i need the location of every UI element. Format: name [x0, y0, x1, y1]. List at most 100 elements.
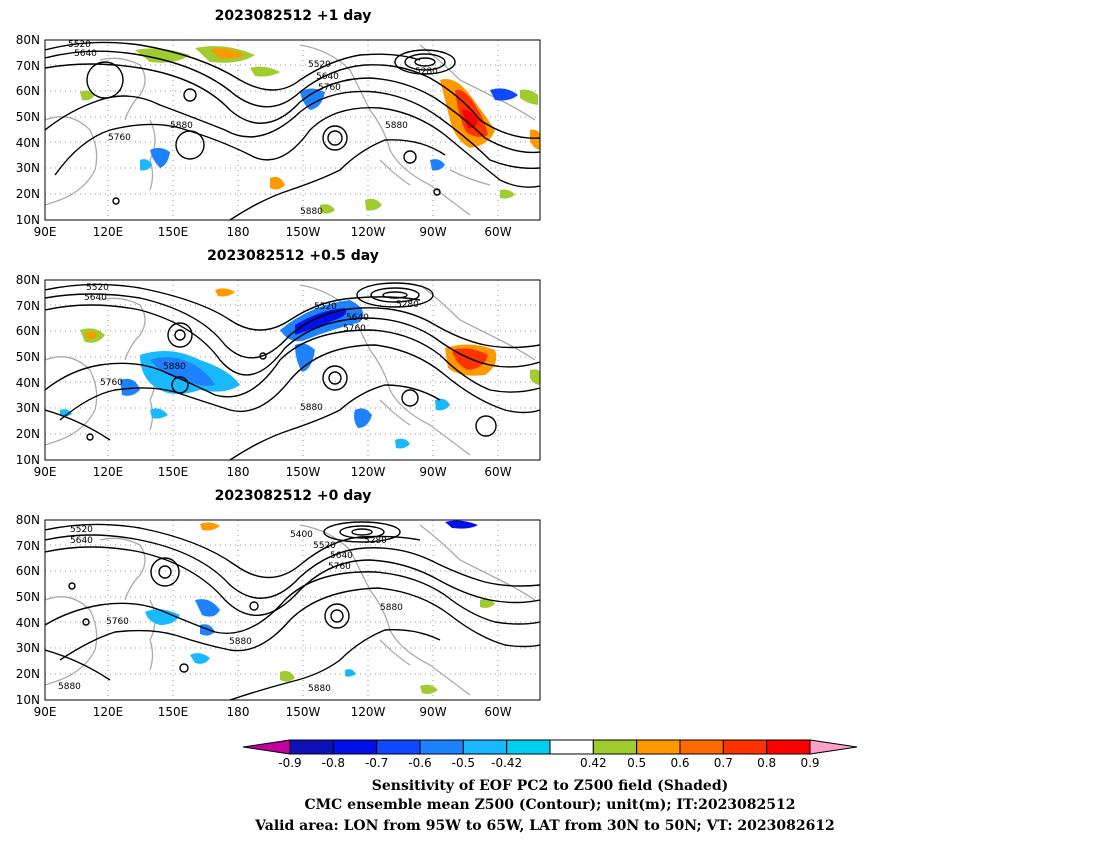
- colorbar-box: [419, 739, 464, 755]
- colorbar-right-triangle: [809, 739, 858, 755]
- contour-label: 5760: [318, 83, 341, 93]
- panel-title: 2023082512 +1 day: [215, 8, 372, 24]
- colorbar-tick-label: 0.5: [627, 756, 646, 770]
- contour-label: 5280: [415, 67, 438, 77]
- colorbar-tick-label: 0.9: [800, 756, 819, 770]
- colorbar-tick-label: -0.6: [408, 756, 431, 770]
- colorbar-tick-label: -0.7: [365, 756, 388, 770]
- contour-label: 5640: [74, 49, 97, 59]
- lat-tick: 20N: [16, 187, 40, 201]
- lon-tick: 120W: [351, 705, 386, 719]
- lat-tick: 50N: [16, 590, 40, 604]
- colorbar-tick-label: -0.42: [491, 756, 522, 770]
- lon-axis: 90E 120E 150E 180 150W 120W 90W 60W: [34, 465, 512, 479]
- lat-tick: 40N: [16, 616, 40, 630]
- lon-axis: 90E 120E 150E 180 150W 120W 90W 60W: [34, 705, 512, 719]
- colorbar-box: [289, 739, 334, 755]
- map-frame: [44, 519, 541, 701]
- lat-axis: 80N 70N 60N 50N 40N 30N 20N 10N: [16, 273, 40, 467]
- contour-label: 5880: [385, 121, 408, 131]
- contour-label: 5640: [346, 313, 369, 323]
- caption-line-1: Sensitivity of EOF PC2 to Z500 field (Sh…: [372, 778, 728, 794]
- contour-label: 5520: [314, 302, 337, 312]
- lat-tick: 10N: [16, 693, 40, 707]
- colorbar-tick-label: -0.5: [452, 756, 475, 770]
- contour-label: 5760: [328, 562, 351, 572]
- lon-tick: 90W: [419, 705, 446, 719]
- lat-tick: 70N: [16, 299, 40, 313]
- colorbar-tick-label: 0.7: [714, 756, 733, 770]
- contour-label: 5520: [86, 283, 109, 293]
- contour-label: 5640: [84, 293, 107, 303]
- colorbar-box: [462, 739, 508, 755]
- lat-tick: 20N: [16, 667, 40, 681]
- lon-tick: 120E: [93, 465, 124, 479]
- lon-tick: 150W: [286, 225, 321, 239]
- lat-tick: 80N: [16, 33, 40, 47]
- colorbar-tick-label: 0.6: [670, 756, 689, 770]
- lon-tick: 60W: [484, 225, 511, 239]
- lat-tick: 60N: [16, 564, 40, 578]
- colorbar-box: [679, 739, 724, 755]
- contour-label: 5520: [70, 525, 93, 535]
- colorbar-tick-label: -0.9: [278, 756, 301, 770]
- colorbar-tick-label: 0.42: [580, 756, 607, 770]
- contour-label: 5880: [229, 637, 252, 647]
- sensitivity-shading: [145, 520, 495, 694]
- lon-tick: 150E: [158, 705, 189, 719]
- lat-tick: 10N: [16, 453, 40, 467]
- lon-tick: 90E: [34, 225, 57, 239]
- contour-labels: 5520 5640 5760 5880 5520 5640 5760 5880 …: [68, 40, 438, 217]
- lon-axis: 90E 120E 150E 180 150W 120W 90W 60W: [34, 225, 512, 239]
- lon-tick: 90W: [419, 465, 446, 479]
- sensitivity-shading: [80, 46, 540, 214]
- map-frame: [44, 279, 541, 461]
- panel-plus-0-day: 2023082512 +0 day: [16, 488, 541, 719]
- lat-tick: 80N: [16, 273, 40, 287]
- lon-tick: 60W: [484, 465, 511, 479]
- lat-tick: 50N: [16, 110, 40, 124]
- contour-label: 5520: [313, 541, 336, 551]
- lat-tick: 70N: [16, 539, 40, 553]
- lon-tick: 150W: [286, 705, 321, 719]
- contour-label: 5760: [343, 324, 366, 334]
- contour-label: 5640: [330, 551, 353, 561]
- contour-labels: 5520 5640 5760 5400 5520 5640 5760 5880 …: [58, 525, 403, 694]
- contour-label: 5640: [70, 536, 93, 546]
- lon-tick: 60W: [484, 705, 511, 719]
- z500-contours: [45, 41, 540, 220]
- lon-tick: 120E: [93, 705, 124, 719]
- coastlines: [45, 44, 536, 216]
- lat-axis: 80N 70N 60N 50N 40N 30N 20N 10N: [16, 33, 40, 227]
- lat-tick: 40N: [16, 136, 40, 150]
- lon-tick: 120W: [351, 225, 386, 239]
- contour-label: 5280: [364, 536, 387, 546]
- lon-tick: 90W: [419, 225, 446, 239]
- colorbar-box: [376, 739, 421, 755]
- contour-label: 5880: [300, 207, 323, 217]
- colorbar-tick-label: 0.8: [757, 756, 776, 770]
- colorbar: -0.9 -0.8 -0.7 -0.6 -0.5 -0.42 0.42 0.5 0.6 0.7 0.…: [242, 739, 858, 770]
- lon-tick: 90E: [34, 465, 57, 479]
- lat-tick: 30N: [16, 641, 40, 655]
- lat-tick: 30N: [16, 401, 40, 415]
- lat-tick: 60N: [16, 84, 40, 98]
- lon-tick: 150W: [286, 465, 321, 479]
- colorbar-box: [636, 739, 681, 755]
- coastlines: [45, 524, 536, 696]
- lon-tick: 120E: [93, 225, 124, 239]
- lat-tick: 50N: [16, 350, 40, 364]
- map-frame: [44, 39, 541, 221]
- colorbar-box: [722, 739, 768, 755]
- lat-axis: 80N 70N 60N 50N 40N 30N 20N 10N: [16, 513, 40, 707]
- lat-tick: 30N: [16, 161, 40, 175]
- lat-tick: 80N: [16, 513, 40, 527]
- caption-line-2: CMC ensemble mean Z500 (Contour); unit(m…: [305, 797, 796, 813]
- contour-label: 5880: [163, 362, 186, 372]
- lat-tick: 10N: [16, 213, 40, 227]
- colorbar-box: [332, 739, 378, 755]
- contour-label: 5880: [300, 403, 323, 413]
- contour-label: 5520: [68, 40, 91, 50]
- colorbar-tick-label: -0.8: [322, 756, 345, 770]
